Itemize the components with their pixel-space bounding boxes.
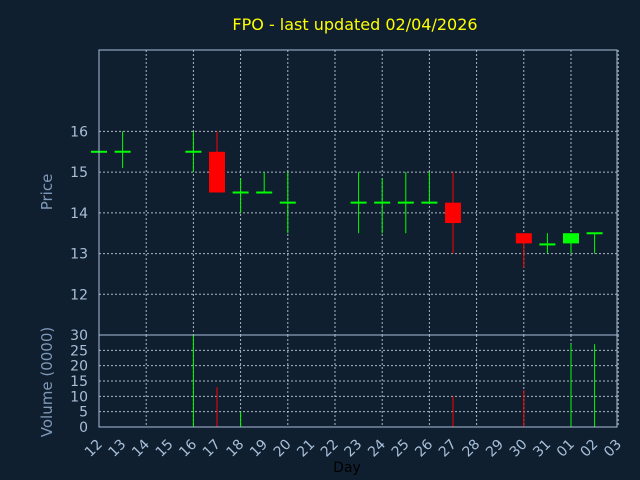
x-tick-label: 03	[601, 437, 625, 461]
x-tick-label: 14	[129, 436, 153, 460]
x-tick-label: 13	[106, 437, 130, 461]
volume-tick-label: 30	[70, 328, 88, 344]
x-tick-label: 16	[176, 436, 200, 460]
price-axis-label: Price	[38, 174, 56, 211]
volume-tick-label: 5	[79, 405, 88, 421]
axis-lines	[98, 49, 618, 428]
x-tick-label: 27	[436, 437, 460, 461]
price-candles	[91, 131, 603, 268]
x-tick-label: 20	[271, 437, 295, 461]
candle-body	[445, 202, 461, 224]
x-tick-label: 02	[578, 437, 602, 461]
price-tick-label: 12	[70, 287, 88, 303]
candle-body	[209, 151, 225, 193]
x-tick-label: 19	[247, 437, 271, 461]
price-tick-label: 14	[70, 206, 88, 222]
price-tick-label: 13	[70, 247, 88, 263]
chart-title: FPO - last updated 02/04/2026	[232, 15, 477, 34]
x-tick-label: 28	[460, 437, 484, 461]
plot-border	[98, 49, 618, 428]
candle-body	[563, 233, 579, 244]
x-tick-label: 15	[153, 437, 177, 461]
x-tick-label: 21	[294, 437, 318, 461]
price-tick-label: 15	[70, 165, 88, 181]
x-tick-label: 23	[342, 437, 366, 461]
volume-tick-label: 25	[70, 343, 88, 359]
x-tick-label: 31	[530, 437, 554, 461]
x-ticks: 12 13 14 15 16 17 18 19 20 21 22 23 24 25 26 27 28 29 30 31…	[82, 436, 625, 460]
x-tick-label: 24	[365, 436, 389, 460]
volume-tick-label: 10	[70, 389, 88, 405]
volume-tick-label: 0	[79, 420, 88, 436]
x-tick-label: 30	[507, 437, 531, 461]
x-tick-label: 25	[389, 437, 413, 461]
x-tick-label: 29	[483, 437, 507, 461]
volume-tick-label: 15	[70, 374, 88, 390]
x-tick-label: 17	[200, 437, 224, 461]
x-tick-label: 01	[554, 437, 578, 461]
x-tick-label: 26	[412, 436, 436, 460]
candle-body	[539, 243, 556, 246]
price-tick-label: 16	[70, 124, 88, 140]
x-tick-label: 22	[318, 437, 342, 461]
x-tick-label: 18	[224, 437, 248, 461]
volume-tick-label: 20	[70, 359, 88, 375]
volume-grid	[98, 334, 619, 428]
x-axis-label: Day	[333, 460, 361, 476]
price-grid	[98, 50, 619, 335]
candle-body	[515, 233, 532, 244]
volume-bars	[192, 335, 596, 427]
price-ticks: 12 13 14 15 16	[70, 124, 88, 303]
x-tick-label: 12	[82, 437, 106, 461]
volume-axis-label: Volume (0000)	[38, 327, 56, 437]
